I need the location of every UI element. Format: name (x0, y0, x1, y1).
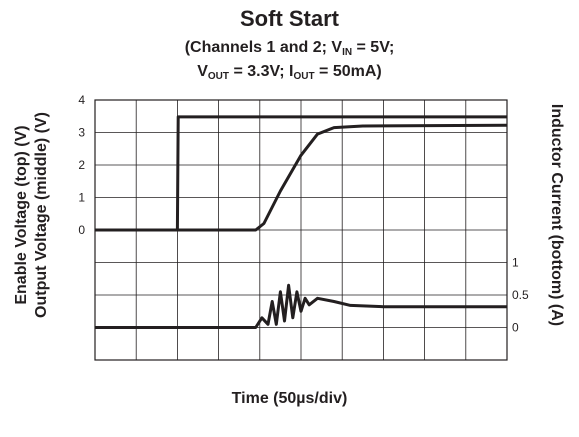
y-tick-label-left: 4 (78, 93, 85, 107)
y-tick-label-right: 0 (512, 321, 519, 335)
series-line-2 (95, 123, 508, 232)
chart-title: Soft Start (240, 6, 339, 31)
y-axis-label-right: Inductor Current (bottom) (A) (548, 103, 565, 327)
x-axis-label: Time (50µs/div) (231, 390, 348, 407)
chart-subtitle-line1: (Channels 1 and 2; VIN = 5V; (184, 39, 395, 58)
series-line-3 (95, 283, 507, 329)
y-tick-label-left: 0 (78, 223, 85, 237)
y-tick-label-left: 2 (78, 158, 85, 172)
y-tick-label-left: 3 (78, 126, 85, 140)
y-tick-label-left: 1 (78, 191, 85, 205)
chart-subtitle-line2: VOUT = 3.3V; IOUT = 50mA) (197, 63, 382, 82)
y-tick-label-right: 0.5 (512, 288, 529, 302)
y-tick-label-right: 1 (512, 256, 519, 270)
y-axis-label-left: Enable Voltage (top) (V) Output Voltage … (13, 112, 50, 318)
